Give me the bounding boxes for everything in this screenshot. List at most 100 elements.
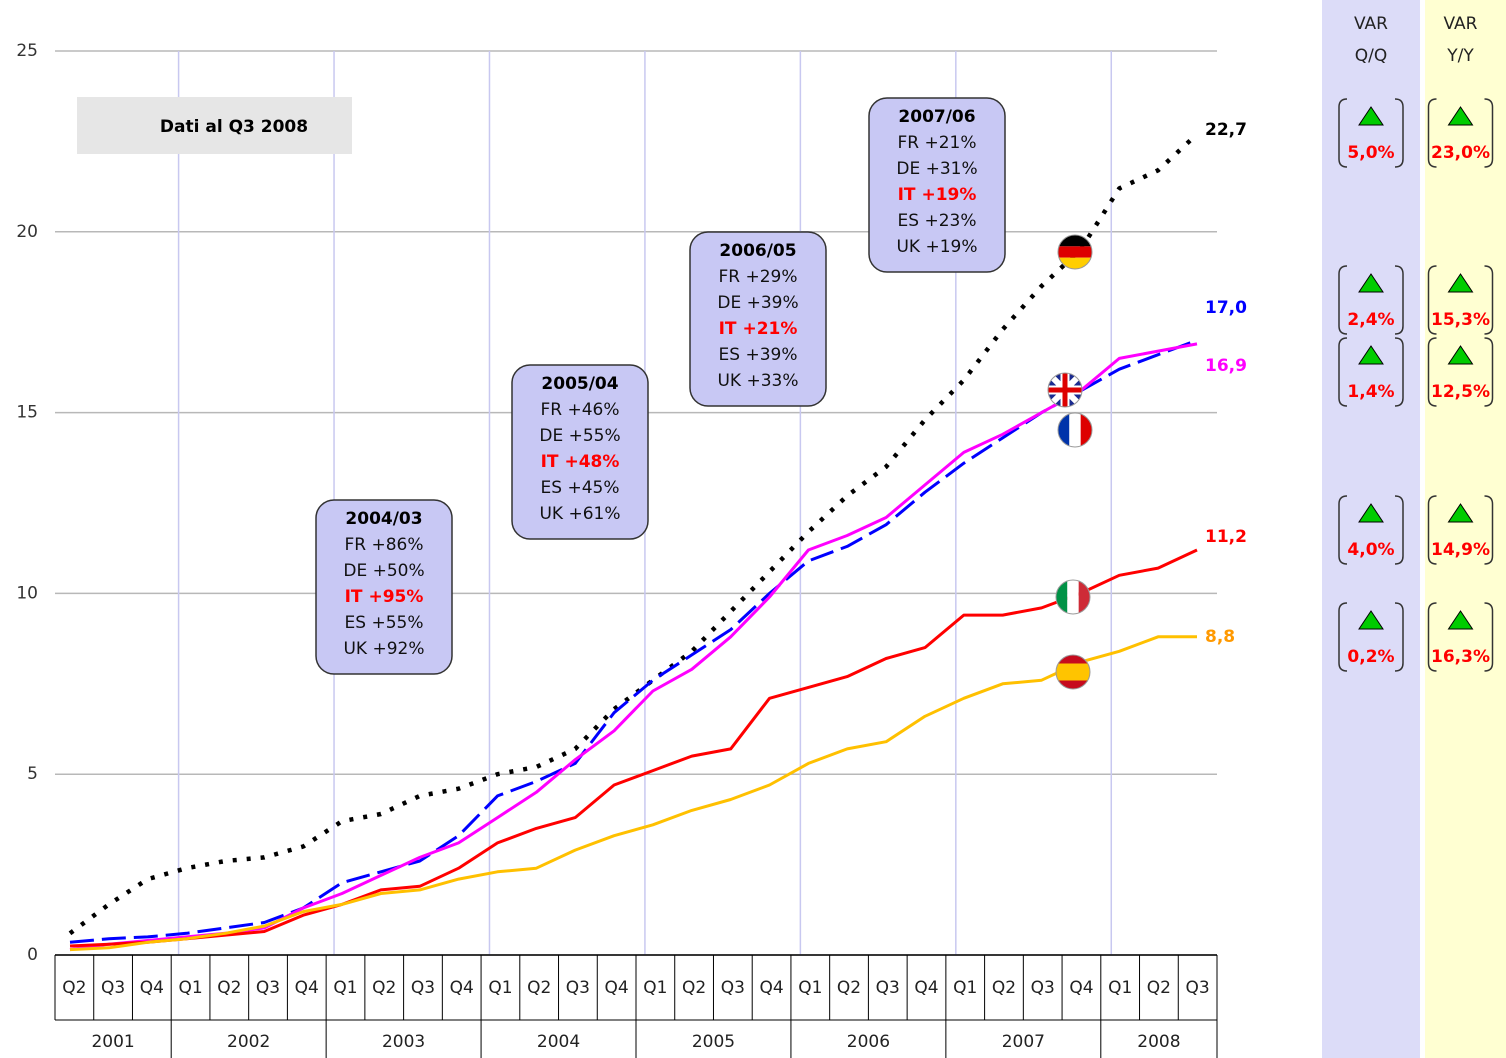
callout-line: ES +39% [719,345,798,365]
var-value: 16,3% [1431,647,1490,667]
x-tick-label: Q4 [759,978,783,998]
var-value: 5,0% [1347,143,1394,163]
end-label: 17,0 [1205,298,1247,318]
var-arrow [1447,610,1474,630]
var-title: Y/Y [1446,46,1474,66]
x-tick-label: Q4 [450,978,474,998]
callout-line: DE +31% [896,159,977,179]
end-label: 22,7 [1205,120,1247,140]
flag-de-stripe [1058,257,1092,269]
var-title: VAR [1444,14,1478,34]
note: Dati al Q3 2008 [160,117,308,137]
var-arrow [1447,273,1474,293]
var-bracket [1427,98,1494,168]
flag-de [1057,234,1093,270]
callout-box [511,364,649,540]
year-label: 2002 [227,1032,270,1052]
flag-it-clip [1056,580,1090,614]
year-label: 2007 [1002,1032,1045,1052]
callout-line: IT +95% [345,587,424,607]
year-label: 2001 [91,1032,134,1052]
year-label: 2004 [537,1032,580,1052]
flag-it-stripe [1078,580,1090,614]
callout-box [868,97,1006,273]
flag-es-stripe [1056,672,1090,681]
x-tick-label: Q4 [605,978,629,998]
flag-de-shine [1057,234,1093,270]
var-bracket [1427,602,1494,672]
year-label: 2005 [692,1032,735,1052]
flag-fr-shine [1057,412,1093,448]
x-tick-label: Q3 [566,978,590,998]
x-tick-label: Q1 [1108,978,1132,998]
flag-es-shine [1055,654,1091,690]
x-tick-label: Q2 [62,978,86,998]
x-tick-label: Q1 [333,978,357,998]
var-arrow [1447,345,1474,365]
flag-fr-clip [1058,413,1092,447]
flag-uk [1047,372,1083,408]
var-value: 14,9% [1431,540,1490,560]
x-tick-label: Q3 [1031,978,1055,998]
callout-line: UK +92% [343,639,424,659]
callout-line: UK +19% [896,237,977,257]
y-tick-label: 0 [27,945,38,965]
var-arrow [1358,503,1384,523]
flag-fr-stripe [1069,413,1081,447]
end-label: 11,2 [1205,527,1247,547]
callout-line: ES +23% [898,211,977,231]
flag-de-stripe [1058,235,1092,247]
var-arrow [1358,610,1384,630]
callout-line: FR +86% [344,535,423,555]
var-value: 1,4% [1347,382,1394,402]
var-arrow [1358,273,1384,293]
var-bracket [1338,337,1404,407]
flag-fr [1057,412,1093,448]
var-title: Q/Q [1355,46,1388,66]
year-label: 2008 [1137,1032,1180,1052]
flag-it-stripe [1056,580,1068,614]
year-label: 2006 [847,1032,890,1052]
var-value: 2,4% [1347,310,1394,330]
y-tick-label: 15 [16,403,38,423]
flag-uk-shine [1047,372,1083,408]
callout-line: FR +29% [718,267,797,287]
x-tick-label: Q2 [837,978,861,998]
y-tick-label: 20 [16,222,38,242]
series-line [69,338,1198,944]
callout-line: ES +45% [541,478,620,498]
flag-it-shine [1055,579,1091,615]
flag-es-stripe [1056,655,1090,664]
y-tick-label: 10 [16,583,38,603]
x-tick-label: Q3 [411,978,435,998]
flag-uk-clip [1048,373,1082,407]
x-tick-label: Q4 [914,978,938,998]
x-tick-label: Q1 [488,978,512,998]
var-bracket [1338,98,1404,168]
callout-line: DE +55% [539,426,620,446]
callout-line: UK +33% [717,371,798,391]
callout-title: 2005/04 [541,374,618,394]
var-bracket [1427,495,1494,565]
callout-line: UK +61% [539,504,620,524]
x-tick-label: Q3 [721,978,745,998]
callout-title: 2006/05 [719,241,796,261]
end-label: 8,8 [1205,627,1235,647]
var-value: 4,0% [1347,540,1394,560]
x-tick-label: Q2 [372,978,396,998]
flag-es-clip [1056,655,1090,689]
x-tick-label: Q2 [1147,978,1171,998]
flag-de-stripe [1058,246,1092,258]
x-tick-label: Q2 [217,978,241,998]
x-tick-label: Q2 [992,978,1016,998]
callout-title: 2007/06 [898,107,975,127]
callout-line: FR +46% [540,400,619,420]
flag-fr-stripe [1080,413,1092,447]
var-value: 23,0% [1431,143,1490,163]
var-bracket [1427,337,1494,407]
x-tick-label: Q1 [953,978,977,998]
flag-fr-stripe [1058,413,1070,447]
callout-line: IT +21% [719,319,798,339]
x-tick-label: Q1 [643,978,667,998]
